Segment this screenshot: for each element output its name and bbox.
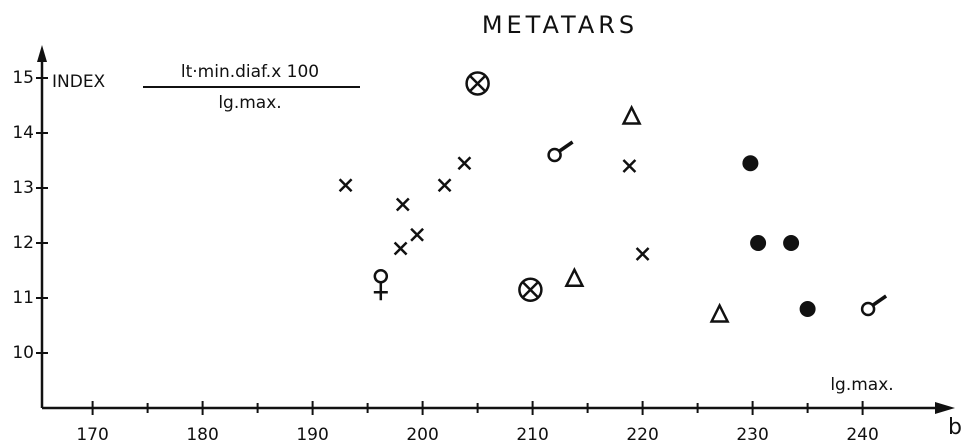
y-tick-label: 10: [12, 343, 34, 363]
cross-glyph: [522, 281, 539, 298]
scatter-point: [742, 155, 759, 172]
x-tick-label: 190: [296, 425, 328, 445]
scatter-point: [750, 235, 767, 251]
dot-glyph: [742, 155, 759, 172]
scatter-point: [373, 269, 389, 301]
scatter-point: [338, 178, 353, 193]
triangle-glyph: [621, 104, 642, 125]
x-tick-label: 170: [76, 425, 108, 445]
scatter-point: [783, 235, 800, 251]
formula-denominator: lg.max.: [218, 93, 281, 113]
y-tick-label: 15: [12, 68, 34, 88]
y-axis-label: INDEX: [52, 72, 106, 92]
scatter-point: [622, 159, 637, 173]
x-glyph: [622, 159, 637, 173]
scatter-point: [437, 178, 452, 193]
x-glyph: [395, 197, 410, 212]
scatter-point: [547, 140, 574, 163]
x-glyph: [338, 178, 353, 193]
y-tick-label: 11: [12, 288, 34, 308]
dot-glyph: [750, 235, 767, 251]
scatter-point: [709, 302, 730, 323]
x-tick-label: 210: [516, 425, 548, 445]
x-glyph: [457, 156, 472, 171]
x-tick-label: 230: [736, 425, 768, 445]
circle-glyph: [547, 147, 562, 163]
scatter-point: [465, 71, 490, 96]
y-tick-label: 14: [12, 123, 34, 143]
scatter-point: [410, 227, 424, 242]
scatter-point: [621, 104, 642, 125]
x-tick-label: 240: [846, 425, 878, 445]
scatter-point: [457, 156, 472, 171]
y-axis-arrow: [37, 45, 47, 62]
x-glyph: [393, 241, 408, 256]
x-tick-label: 220: [626, 425, 658, 445]
x-glyph: [437, 178, 452, 193]
scatter-point: [518, 277, 543, 302]
dot-glyph: [799, 301, 816, 317]
x-tick-label: 200: [406, 425, 438, 445]
formula-numerator: lt·min.diaf.x 100: [181, 62, 319, 82]
circle-glyph: [860, 301, 876, 317]
scatter-point: [860, 294, 888, 317]
scatter-point: [564, 266, 585, 287]
scatter-point: [395, 197, 410, 212]
male-arrow: [558, 140, 574, 153]
dot-glyph: [783, 235, 800, 251]
x-glyph: [635, 247, 650, 261]
x-axis-letter: b: [948, 415, 962, 440]
triangle-glyph: [709, 302, 730, 323]
scatter-point: [393, 241, 408, 256]
x-tick-label: 180: [186, 425, 218, 445]
circle-glyph: [465, 71, 490, 96]
scatter-point: [635, 247, 650, 261]
male-arrow: [872, 294, 888, 307]
circle-glyph: [518, 277, 543, 302]
triangle-glyph: [564, 266, 585, 287]
scatter-point: [799, 301, 816, 317]
cross-glyph: [469, 75, 486, 92]
y-tick-label: 13: [12, 178, 34, 198]
y-tick-label: 12: [12, 233, 34, 253]
x-axis-arrow: [935, 402, 955, 414]
female-cross: [373, 282, 388, 301]
chart-title: METATARS: [482, 11, 638, 39]
x-axis-label: lg.max.: [830, 375, 893, 395]
circle-glyph: [373, 269, 389, 284]
x-glyph: [410, 227, 424, 242]
